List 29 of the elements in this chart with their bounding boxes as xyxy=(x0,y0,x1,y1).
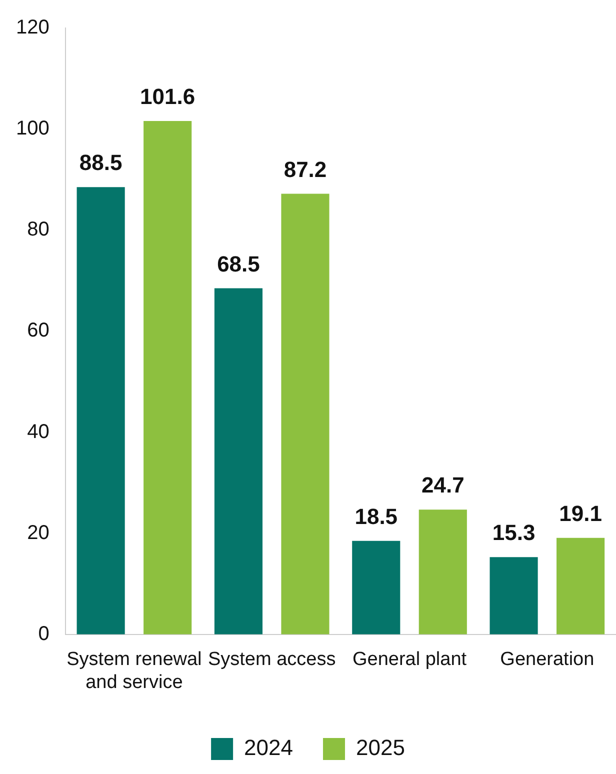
data-label: 87.2 xyxy=(284,156,327,182)
x-tick-label: General plant xyxy=(352,649,468,670)
bar xyxy=(214,288,263,634)
bar xyxy=(418,510,467,634)
bar xyxy=(144,120,192,634)
data-label: 19.1 xyxy=(559,500,602,526)
data-label: 88.5 xyxy=(79,150,122,176)
y-tick-label: 20 xyxy=(27,522,50,544)
legend-label: 2024 xyxy=(244,735,294,760)
bar xyxy=(490,557,538,634)
data-label: 18.5 xyxy=(354,504,398,529)
bar xyxy=(352,540,400,634)
legend-label: 2025 xyxy=(356,735,405,760)
data-label: 68.5 xyxy=(217,251,260,276)
bar xyxy=(281,194,330,634)
y-tick-label: 100 xyxy=(16,118,50,140)
y-tick-label: 120 xyxy=(16,16,50,39)
bar xyxy=(76,187,125,634)
y-tick-label: 40 xyxy=(27,420,50,443)
data-label: 24.7 xyxy=(421,472,464,498)
bar xyxy=(556,538,605,634)
y-tick-label: 0 xyxy=(38,622,50,645)
x-tick-label: System renewal and service xyxy=(66,649,202,693)
y-tick-label: 80 xyxy=(27,218,50,241)
x-tick-label: Generation xyxy=(500,649,594,670)
x-tick-label: System access xyxy=(208,649,336,670)
y-tick-label: 60 xyxy=(27,320,50,342)
data-label: 101.6 xyxy=(140,84,196,110)
data-label: 15.3 xyxy=(492,520,536,546)
